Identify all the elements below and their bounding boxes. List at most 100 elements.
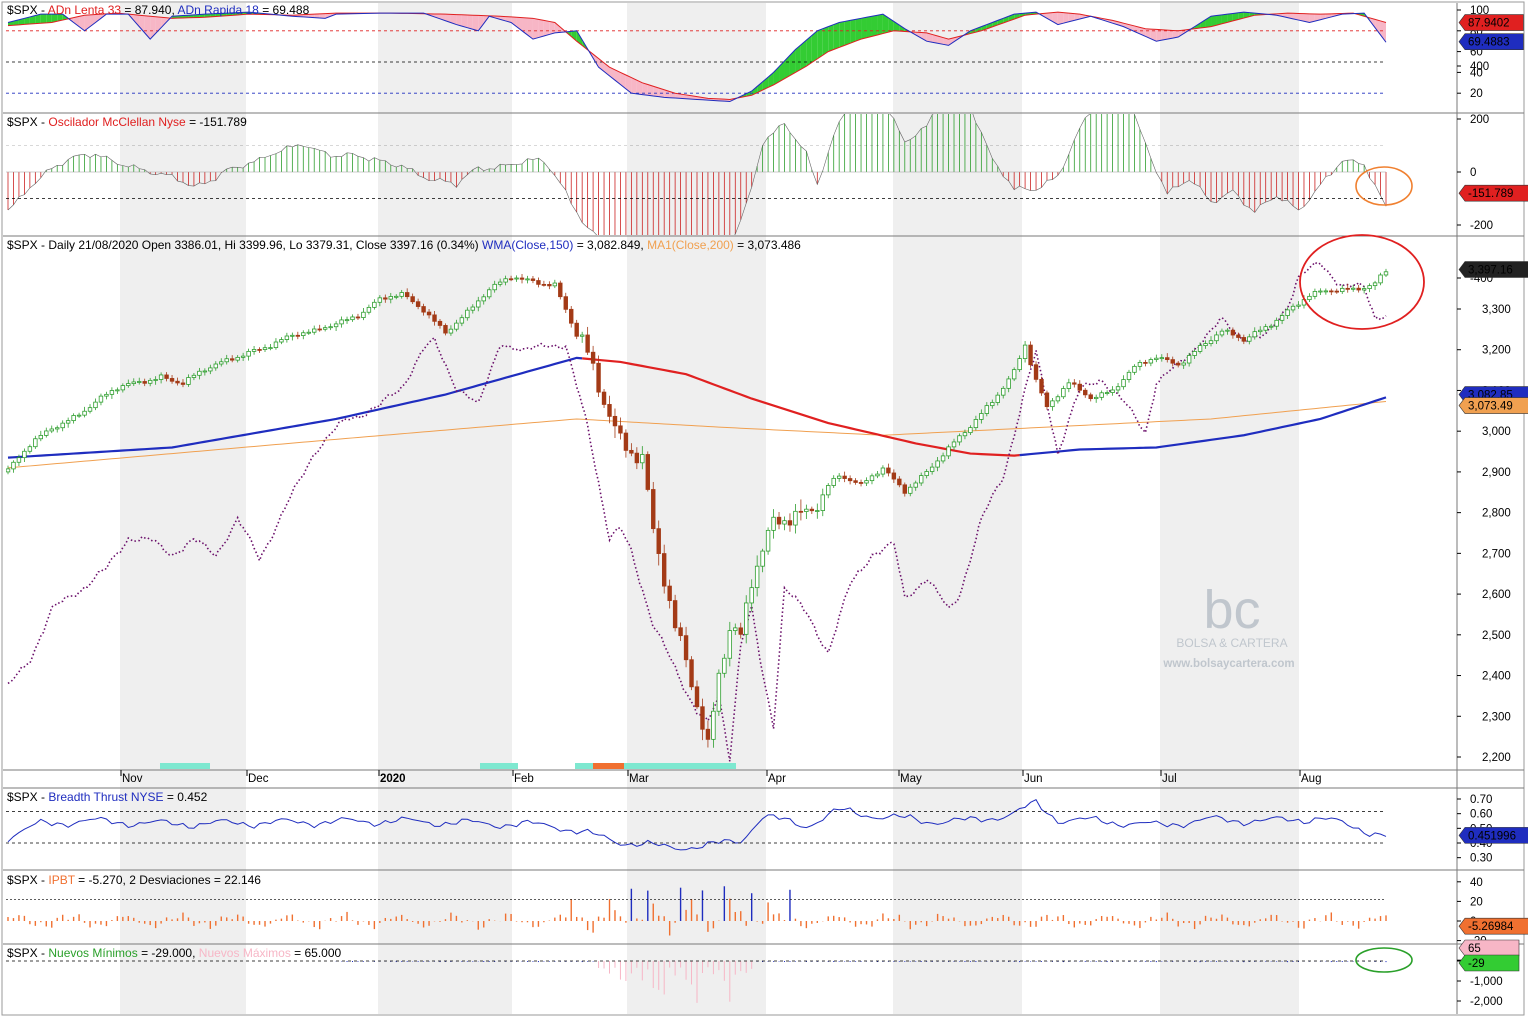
adn-fill-up xyxy=(817,29,822,59)
candle-up xyxy=(1362,289,1366,290)
highlight-circle-red xyxy=(1300,235,1424,329)
candle-up xyxy=(1187,356,1191,364)
candle-up xyxy=(225,359,229,362)
candle-up xyxy=(301,333,305,336)
adn-fill-down xyxy=(549,21,554,34)
candle-down xyxy=(613,416,617,425)
highlight-circle-green xyxy=(1356,948,1412,972)
candle-down xyxy=(427,312,431,315)
watermark-url: www.bolsaycartera.com xyxy=(1162,658,1294,670)
candle-down xyxy=(777,517,781,524)
candle-up xyxy=(1160,358,1164,359)
month-band xyxy=(378,3,512,1014)
candle-up xyxy=(1067,383,1071,389)
candle-up xyxy=(236,357,240,360)
candle-down xyxy=(537,281,541,285)
candle-up xyxy=(159,375,163,380)
candle-down xyxy=(170,378,174,381)
candle-up xyxy=(351,317,355,320)
candle-up xyxy=(832,478,836,485)
candle-up xyxy=(209,368,213,371)
candle-up xyxy=(504,279,508,282)
candle-down xyxy=(564,297,568,310)
candle-down xyxy=(1083,390,1087,395)
candle-up xyxy=(761,551,765,566)
adn-fill-up xyxy=(839,21,844,47)
candle-up xyxy=(192,375,196,377)
candle-up xyxy=(1215,335,1219,341)
candle-up xyxy=(1116,387,1120,390)
candle-down xyxy=(673,601,677,628)
candle-up xyxy=(148,380,152,383)
signal-strip xyxy=(160,763,210,769)
candle-up xyxy=(367,307,371,312)
candle-up xyxy=(553,283,557,286)
adn-badge-fast-text: 69.4883 xyxy=(1468,37,1510,49)
highlight-circle-orange xyxy=(1356,167,1412,205)
candle-up xyxy=(6,469,10,472)
adn-fill-down xyxy=(462,15,467,28)
nuevos-title: $SPX - Nuevos Mínimos = -29.000, Nuevos … xyxy=(7,946,342,960)
adn-tick-label: 20 xyxy=(1470,88,1483,100)
candle-up xyxy=(487,290,491,297)
nuevos-tick-label: -1,000 xyxy=(1470,976,1503,988)
candle-up xyxy=(455,323,459,329)
candle-down xyxy=(695,687,699,707)
price-tick-label: 2,900 xyxy=(1482,467,1511,479)
candle-down xyxy=(444,325,448,333)
candle-up xyxy=(105,394,109,396)
candle-down xyxy=(548,284,552,285)
candle-up xyxy=(28,447,32,452)
candle-up xyxy=(1198,346,1202,352)
candle-up xyxy=(482,297,486,301)
candle-up xyxy=(1324,291,1328,292)
ipbt-title: $SPX - IPBT = -5.270, 2 Desviaciones = 2… xyxy=(7,873,261,887)
candle-down xyxy=(1330,291,1334,292)
price-tick-label: 2,300 xyxy=(1482,711,1511,723)
candle-down xyxy=(1335,291,1339,292)
candle-up xyxy=(50,429,54,431)
candle-up xyxy=(1220,331,1224,335)
candle-down xyxy=(230,359,234,360)
candle-up xyxy=(400,293,404,297)
candle-up xyxy=(1105,393,1109,394)
candle-up xyxy=(919,476,923,483)
candle-up xyxy=(312,329,316,332)
candle-up xyxy=(34,439,38,447)
candle-up xyxy=(1313,291,1317,296)
candle-up xyxy=(77,415,81,416)
adn-fill-up xyxy=(867,16,872,37)
candle-down xyxy=(892,473,896,479)
candle-up xyxy=(969,428,973,433)
candle-up xyxy=(865,481,869,483)
candle-up xyxy=(1340,288,1344,291)
candle-up xyxy=(187,378,191,385)
candle-up xyxy=(1280,316,1284,321)
candle-down xyxy=(258,349,262,350)
adn-fill-down xyxy=(473,15,478,31)
candle-up xyxy=(990,403,994,406)
candle-down xyxy=(1357,288,1361,290)
price-tick-label: 3,000 xyxy=(1482,426,1511,438)
month-label: Dec xyxy=(248,773,269,785)
candle-down xyxy=(575,323,579,336)
candle-up xyxy=(1247,337,1251,341)
candle-up xyxy=(1023,345,1027,359)
price-tick-label: 3,200 xyxy=(1482,345,1511,357)
candle-up xyxy=(219,362,223,364)
candle-down xyxy=(422,307,426,313)
adn-fill-up xyxy=(872,15,877,36)
adn-fill-up xyxy=(812,31,817,63)
candle-up xyxy=(116,390,120,391)
candle-up xyxy=(1007,379,1011,388)
candle-up xyxy=(1100,393,1104,398)
candle-up xyxy=(1155,358,1159,359)
candle-up xyxy=(1226,330,1230,331)
candle-up xyxy=(198,371,202,375)
candle-up xyxy=(12,462,16,469)
nuevos-badge-min-text: -29 xyxy=(1468,958,1485,970)
candle-up xyxy=(280,340,284,342)
